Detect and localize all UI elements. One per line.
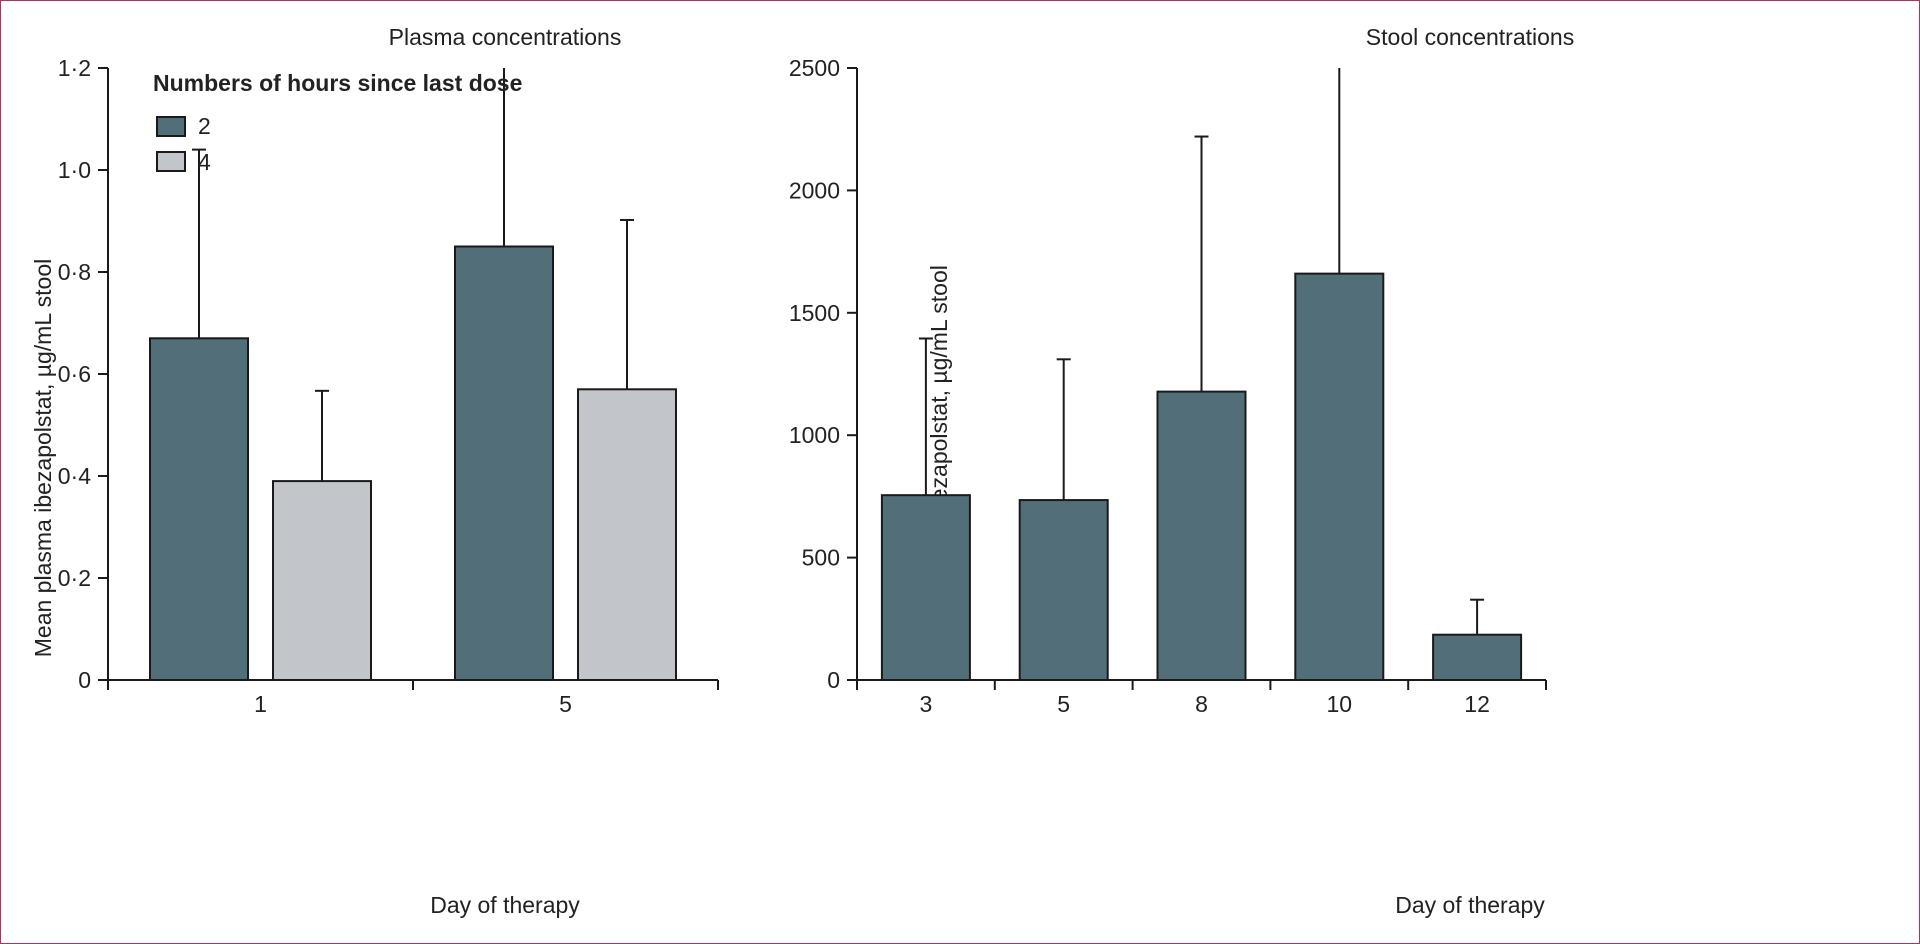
plasma-chart: Plasma concentrations Mean plasma ibezap… [30, 24, 719, 918]
plasma-y-tick-label: 0·4 [58, 463, 91, 489]
stool-y-tick-label: 1000 [789, 422, 840, 448]
stool-y-tick-label: 1500 [789, 300, 840, 326]
stool-chart: Stool concentrations Mean faecal ibezapo… [789, 24, 1574, 918]
plasma-y-tick-label: 1·2 [58, 55, 91, 81]
plasma-y-tick-label: 0·2 [58, 565, 91, 591]
plasma-legend: Numbers of hours since last dose 2 4 [153, 70, 522, 175]
plasma-x-tick-label: 5 [559, 691, 572, 717]
legend-label-2h: 2 [198, 113, 211, 139]
stool-bar-day8 [1156, 390, 1247, 681]
stool-x-tick-label: 10 [1327, 691, 1353, 717]
plasma-y-tick-label: 0·8 [58, 259, 91, 285]
plasma-y-tick-label: 0·6 [58, 361, 91, 387]
plasma-x-axis-title: Day of therapy [430, 892, 580, 918]
stool-bar-day10 [1294, 272, 1385, 681]
plasma-bar-day5-2h [454, 245, 554, 681]
legend-swatch-2h [156, 116, 186, 137]
plasma-y-tick-label: 1·0 [58, 157, 91, 183]
stool-y-tick-label: 500 [802, 545, 840, 571]
stool-bar-day5 [1018, 499, 1109, 681]
legend-swatch-4h [156, 151, 186, 172]
stool-y-tick-label: 0 [827, 667, 840, 693]
stool-x-tick-label: 8 [1195, 691, 1208, 717]
plasma-chart-title: Plasma concentrations [389, 24, 622, 50]
stool-chart-title: Stool concentrations [1366, 24, 1574, 50]
plasma-y-tick-label: 0 [78, 667, 91, 693]
stool-x-tick-label: 12 [1464, 691, 1490, 717]
legend-label-4h: 4 [198, 149, 211, 175]
plasma-bar-day1-2h [149, 337, 249, 681]
stool-y-tick-label: 2500 [789, 55, 840, 81]
plasma-bars-group [149, 68, 677, 681]
plasma-y-axis-title: Mean plasma ibezapolstat, µg/mL stool [30, 259, 56, 658]
plasma-bar-day5-4h [577, 388, 677, 681]
stool-bars-group [880, 68, 1523, 681]
plasma-axes-group: 1 5 0 0·2 0·4 0·6 0·8 1·0 1·2 [58, 55, 719, 717]
stool-x-axis-title: Day of therapy [1395, 892, 1545, 918]
stool-x-tick-label: 3 [920, 691, 933, 717]
plasma-x-tick-label: 1 [254, 691, 267, 717]
stool-y-tick-label: 2000 [789, 177, 840, 203]
legend-title: Numbers of hours since last dose [153, 70, 522, 96]
stool-bar-day12 [1432, 633, 1523, 681]
stool-axes-group: 3 5 8 10 12 0 500 1000 1500 2000 2500 [789, 55, 1547, 717]
stool-bar-day3 [880, 494, 971, 681]
stool-x-tick-label: 5 [1057, 691, 1070, 717]
plasma-bar-day1-4h [272, 480, 372, 681]
